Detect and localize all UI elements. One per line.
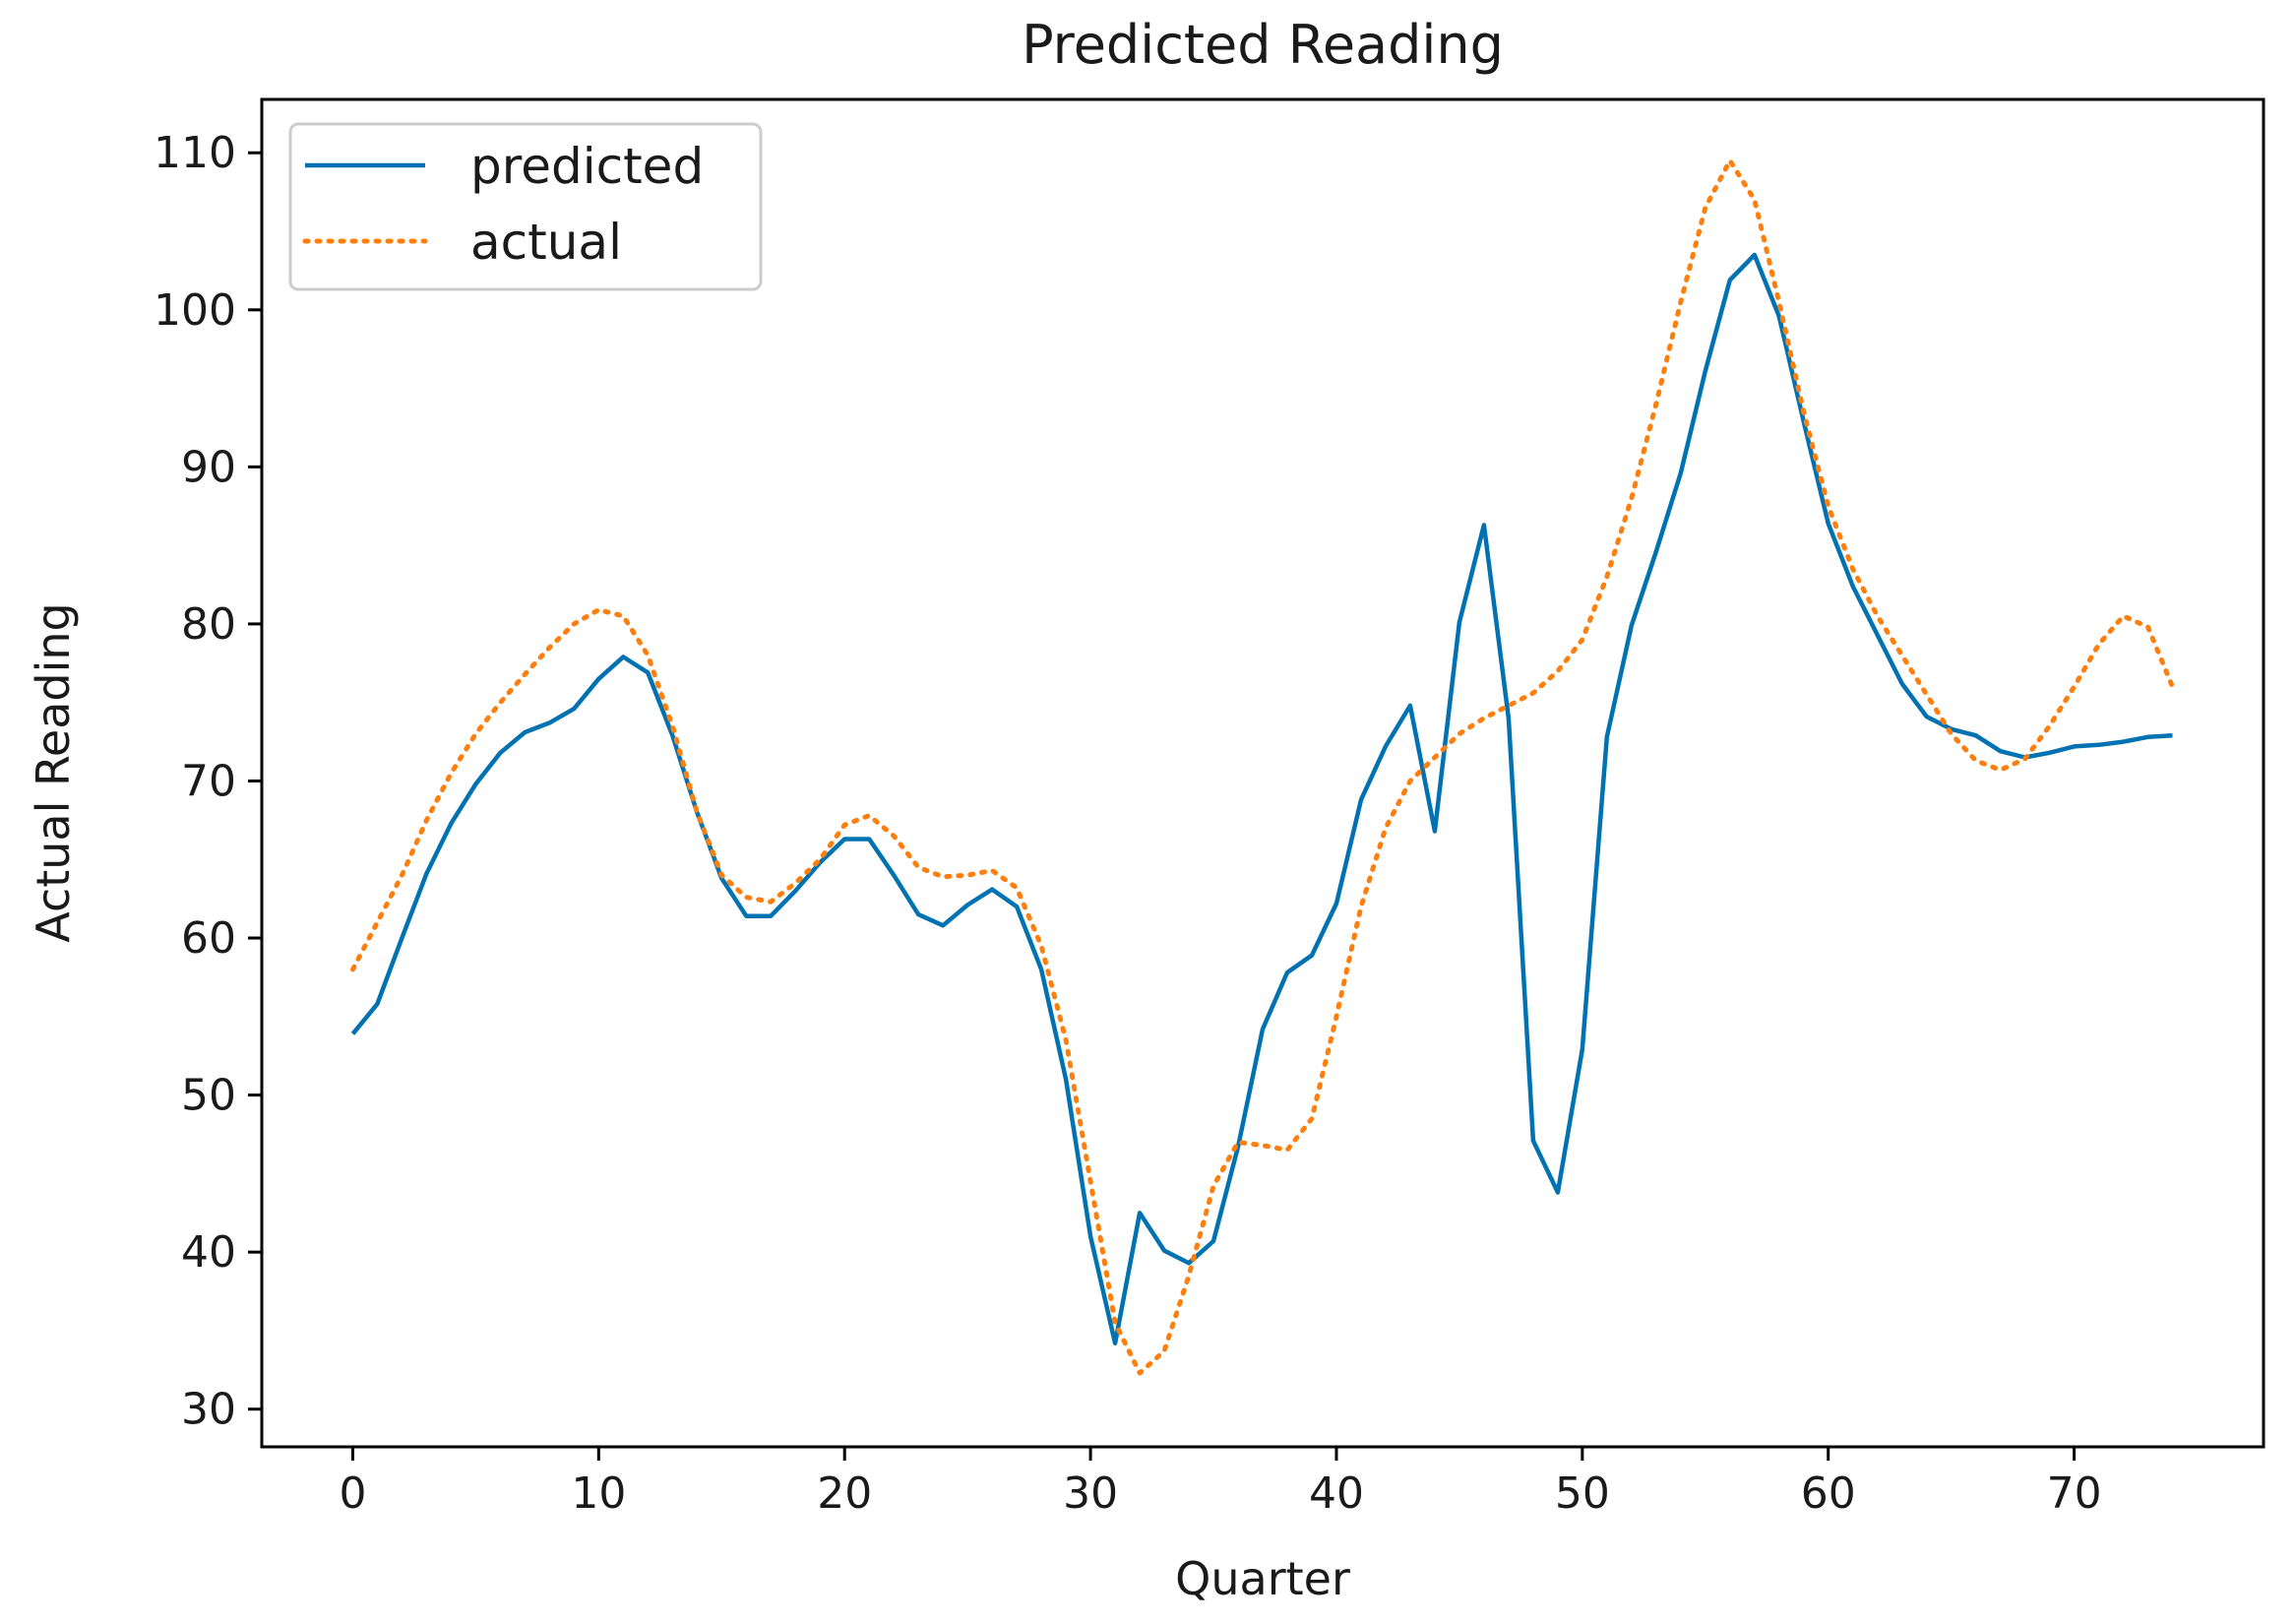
series-line-predicted bbox=[350, 252, 2173, 1345]
y-axis-label: Actual Reading bbox=[27, 602, 80, 942]
series-layer bbox=[350, 157, 2175, 1376]
y-tick-label: 50 bbox=[181, 1071, 236, 1121]
y-tick-label: 100 bbox=[154, 285, 236, 336]
x-axis: 0 10 20 30 40 50 60 70 bbox=[339, 1447, 2102, 1519]
y-tick-label: 90 bbox=[181, 442, 236, 492]
y-tick-label: 60 bbox=[181, 913, 236, 964]
y-tick-label: 40 bbox=[181, 1227, 236, 1278]
y-tick-label: 70 bbox=[181, 756, 236, 806]
x-tick-label: 40 bbox=[1309, 1468, 1364, 1519]
y-axis: 30 40 50 60 70 80 90 100 110 bbox=[154, 128, 262, 1435]
x-tick-label: 50 bbox=[1555, 1468, 1610, 1519]
plot-area-frame bbox=[260, 97, 2265, 1449]
x-axis-label: Quarter bbox=[1175, 1552, 1350, 1605]
y-tick-label: 30 bbox=[181, 1385, 236, 1435]
x-tick-label: 60 bbox=[1801, 1468, 1856, 1519]
x-tick-label: 10 bbox=[571, 1468, 626, 1519]
legend-label-predicted: predicted bbox=[470, 138, 704, 195]
x-tick-label: 0 bbox=[339, 1468, 366, 1519]
y-tick-label: 80 bbox=[181, 599, 236, 650]
chart-title: Predicted Reading bbox=[1022, 14, 1504, 76]
x-tick-label: 70 bbox=[2047, 1468, 2102, 1519]
legend-label-actual: actual bbox=[470, 214, 622, 271]
y-tick-label: 110 bbox=[154, 128, 236, 178]
legend: predicted actual bbox=[288, 122, 763, 291]
x-tick-label: 20 bbox=[817, 1468, 872, 1519]
series-line-actual bbox=[350, 157, 2175, 1376]
x-tick-label: 30 bbox=[1063, 1468, 1118, 1519]
